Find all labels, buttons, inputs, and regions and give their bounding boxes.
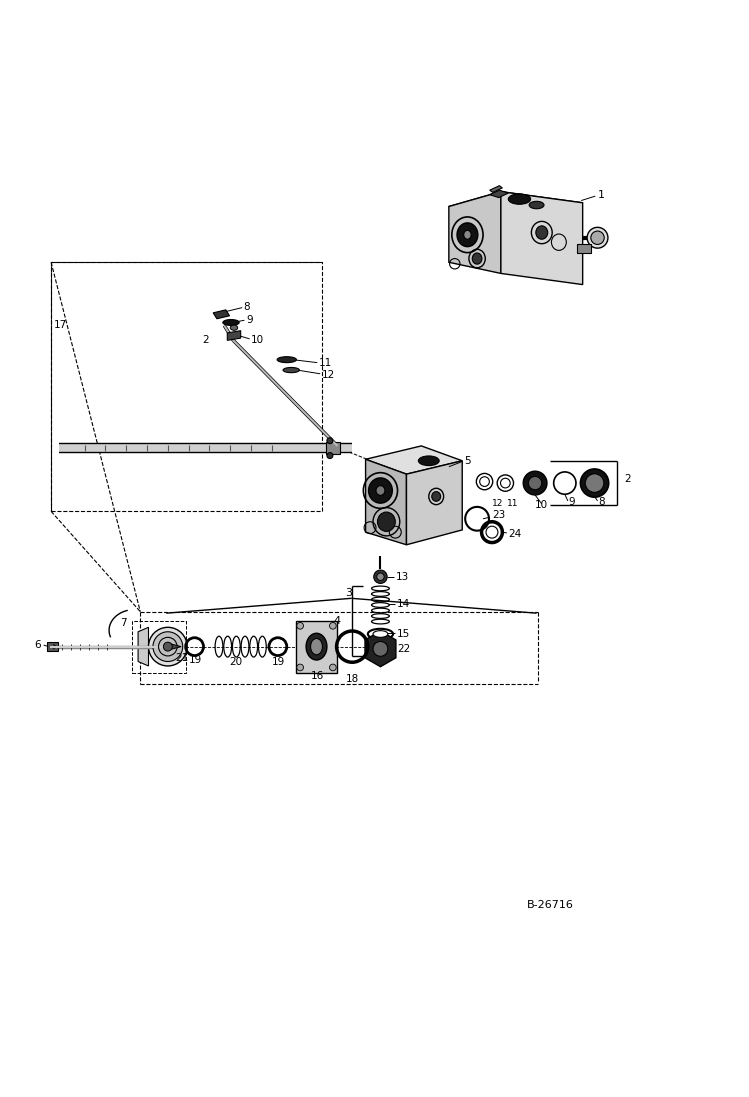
Text: 10: 10 xyxy=(535,500,548,510)
Ellipse shape xyxy=(479,477,489,486)
Ellipse shape xyxy=(457,223,478,247)
Polygon shape xyxy=(449,192,501,273)
Bar xyxy=(296,621,337,672)
Text: 19: 19 xyxy=(272,656,285,667)
Ellipse shape xyxy=(283,367,300,373)
Text: 7: 7 xyxy=(121,618,127,627)
Text: 5: 5 xyxy=(464,455,470,466)
Ellipse shape xyxy=(163,642,172,652)
Polygon shape xyxy=(490,185,503,192)
Polygon shape xyxy=(449,192,583,217)
Text: 24: 24 xyxy=(509,529,521,539)
Ellipse shape xyxy=(473,253,482,264)
Ellipse shape xyxy=(311,638,323,655)
Ellipse shape xyxy=(376,486,385,496)
Text: 18: 18 xyxy=(346,674,360,683)
Text: 21: 21 xyxy=(175,653,189,663)
Ellipse shape xyxy=(587,227,608,248)
Ellipse shape xyxy=(297,664,303,670)
Text: 23: 23 xyxy=(492,510,506,520)
Ellipse shape xyxy=(306,633,327,660)
Text: 2: 2 xyxy=(625,474,631,485)
Text: 8: 8 xyxy=(243,302,250,312)
Text: 8: 8 xyxy=(598,497,605,508)
Ellipse shape xyxy=(585,474,604,493)
Ellipse shape xyxy=(509,194,530,204)
Polygon shape xyxy=(366,460,407,545)
Ellipse shape xyxy=(330,622,336,630)
Text: 12: 12 xyxy=(322,371,335,381)
Ellipse shape xyxy=(373,631,388,637)
Ellipse shape xyxy=(374,570,387,584)
Ellipse shape xyxy=(529,202,544,208)
Ellipse shape xyxy=(591,231,604,245)
Ellipse shape xyxy=(327,438,333,443)
Ellipse shape xyxy=(580,468,609,497)
Text: 10: 10 xyxy=(251,336,264,346)
Text: 11: 11 xyxy=(507,499,518,508)
Polygon shape xyxy=(227,330,240,340)
Text: 2: 2 xyxy=(202,336,209,346)
Ellipse shape xyxy=(330,664,336,670)
Text: 4: 4 xyxy=(333,615,341,625)
Text: 19: 19 xyxy=(189,655,202,665)
Ellipse shape xyxy=(536,226,548,239)
Text: 3: 3 xyxy=(345,588,352,598)
Text: 22: 22 xyxy=(397,644,410,654)
Ellipse shape xyxy=(373,642,388,656)
Ellipse shape xyxy=(377,573,384,580)
Text: 20: 20 xyxy=(229,656,243,667)
Polygon shape xyxy=(366,445,462,474)
Ellipse shape xyxy=(369,478,392,504)
Text: B-26716: B-26716 xyxy=(527,901,574,911)
Ellipse shape xyxy=(153,632,183,661)
Ellipse shape xyxy=(297,622,303,630)
Text: 16: 16 xyxy=(312,671,324,681)
Polygon shape xyxy=(213,309,229,319)
Ellipse shape xyxy=(464,230,471,239)
Polygon shape xyxy=(490,190,509,197)
Bar xyxy=(132,621,186,672)
Text: 9: 9 xyxy=(568,497,575,508)
Ellipse shape xyxy=(327,453,333,459)
Ellipse shape xyxy=(223,319,239,326)
Ellipse shape xyxy=(419,456,439,465)
Ellipse shape xyxy=(486,527,498,539)
Bar xyxy=(577,244,591,252)
Bar xyxy=(51,262,323,511)
Text: 6: 6 xyxy=(34,641,40,651)
Polygon shape xyxy=(138,627,148,666)
Text: 1: 1 xyxy=(598,191,604,201)
Ellipse shape xyxy=(148,627,187,666)
Text: 11: 11 xyxy=(319,359,332,369)
Polygon shape xyxy=(47,642,58,652)
Text: 15: 15 xyxy=(397,629,410,638)
Polygon shape xyxy=(365,631,396,667)
Ellipse shape xyxy=(277,357,297,363)
Ellipse shape xyxy=(528,476,542,489)
Polygon shape xyxy=(501,192,583,284)
Ellipse shape xyxy=(377,512,395,531)
Polygon shape xyxy=(407,461,462,545)
Text: 17: 17 xyxy=(53,320,67,330)
Text: 9: 9 xyxy=(246,315,252,326)
Polygon shape xyxy=(170,644,181,649)
Text: 14: 14 xyxy=(397,599,410,609)
Bar xyxy=(326,442,339,454)
Ellipse shape xyxy=(230,325,237,330)
Text: 12: 12 xyxy=(492,499,503,508)
Text: 13: 13 xyxy=(395,573,408,583)
Ellipse shape xyxy=(500,478,510,488)
Ellipse shape xyxy=(524,472,547,495)
Ellipse shape xyxy=(431,491,440,501)
